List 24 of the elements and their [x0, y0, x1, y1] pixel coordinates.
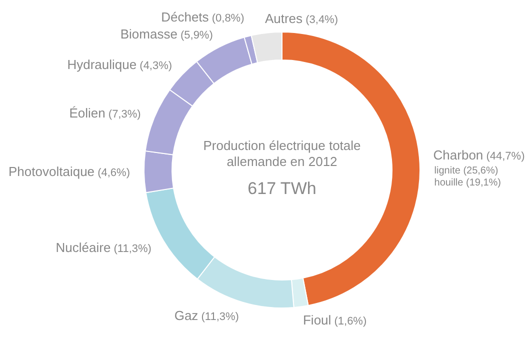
slice-label: Charbon	[433, 147, 484, 162]
data-label: (1,6%)	[331, 316, 367, 328]
text: 617 TWh	[248, 179, 316, 198]
text: lignite (25,6%)	[434, 165, 498, 176]
slice-label: Fioul	[303, 312, 332, 328]
slice-label: Hydraulique	[67, 57, 137, 72]
data-label: (4,6%)	[94, 167, 130, 180]
data-label: (5,9%)	[177, 30, 213, 42]
data-label: (0,8%)	[208, 12, 244, 25]
text: houille (19,1%)	[434, 177, 502, 188]
slice-label: Autres	[264, 10, 303, 26]
data-label: (11,3%)	[198, 310, 239, 323]
slice-label: Photovoltaique	[8, 164, 95, 180]
slice-label: Biomasse	[120, 26, 178, 42]
data-label: (44,7%)	[483, 150, 525, 162]
data-label: (7,3%)	[105, 108, 141, 121]
slice-label: Gaz	[174, 308, 198, 323]
slice-label: Nucléaire	[56, 240, 111, 255]
slice-label: Éolien	[69, 106, 106, 121]
data-label: (3,4%)	[302, 14, 338, 26]
data-label: (11,3%)	[110, 242, 152, 255]
slice-label: Déchets	[161, 10, 209, 25]
data-label: (4,3%)	[136, 60, 172, 72]
text: Production électrique totale allemande en 2012	[203, 138, 361, 169]
